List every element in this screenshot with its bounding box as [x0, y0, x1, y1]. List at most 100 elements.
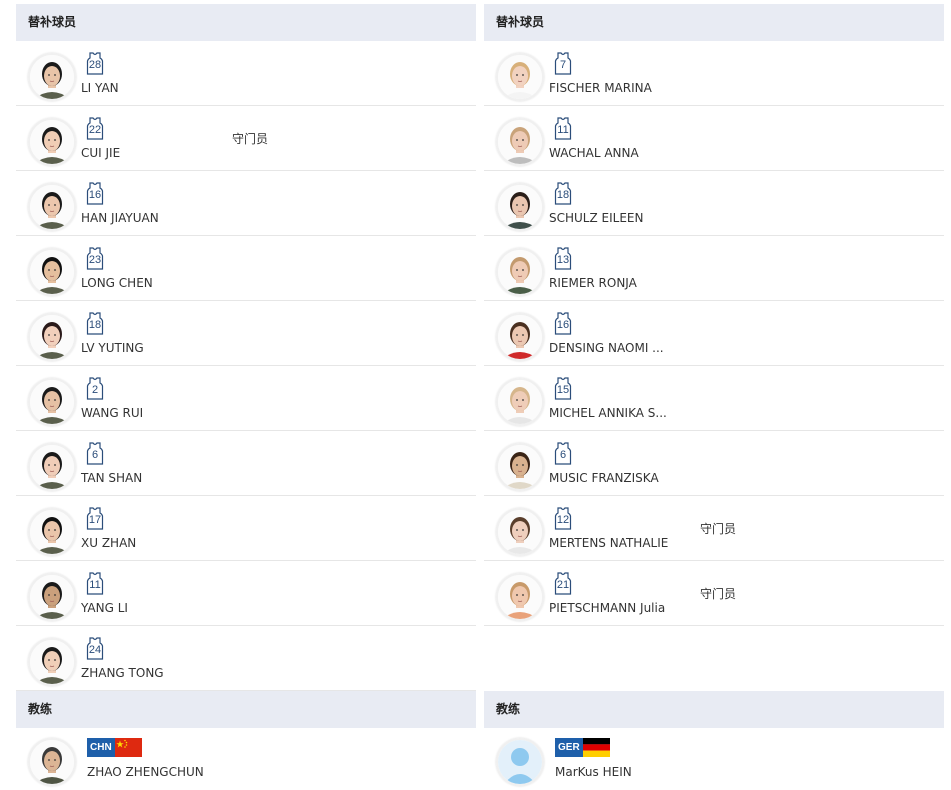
player-row[interactable]: 6 TAN SHAN [16, 431, 476, 496]
home-team-column: 替补球员 28 LI YAN 22 CUI JIE 守门员 16 HAN JIAYUAN 23… [16, 4, 476, 790]
player-name[interactable]: LONG CHEN [81, 276, 153, 290]
avatar[interactable] [28, 378, 76, 426]
avatar[interactable] [28, 573, 76, 621]
jersey-number: 18 [556, 189, 570, 201]
player-row[interactable]: 12 MERTENS NATHALIE 守门员 [484, 496, 944, 561]
avatar[interactable] [496, 573, 544, 621]
player-row[interactable]: 16 HAN JIAYUAN [16, 171, 476, 236]
coach-row[interactable]: CHN ZHAO ZHENGCHUN [16, 728, 476, 790]
player-name[interactable]: MICHEL ANNIKA S... [549, 406, 667, 420]
avatar[interactable] [496, 53, 544, 101]
country-badge: GER [555, 738, 610, 757]
avatar[interactable] [496, 738, 544, 786]
player-name[interactable]: RIEMER RONJA [549, 276, 637, 290]
jersey-icon: 18 [553, 182, 573, 205]
player-row[interactable]: 22 CUI JIE 守门员 [16, 106, 476, 171]
jersey-icon: 21 [553, 572, 573, 595]
avatar[interactable] [28, 638, 76, 686]
jersey-number: 24 [88, 644, 102, 656]
player-name[interactable]: DENSING NAOMI ... [549, 341, 664, 355]
player-row[interactable]: 18 SCHULZ EILEEN [484, 171, 944, 236]
jersey-number: 21 [556, 579, 570, 591]
jersey-icon: 7 [553, 52, 573, 75]
jersey-number: 7 [559, 59, 567, 71]
avatar[interactable] [28, 313, 76, 361]
coach-name[interactable]: ZHAO ZHENGCHUN [87, 765, 204, 779]
player-row[interactable]: 13 RIEMER RONJA [484, 236, 944, 301]
jersey-icon: 13 [553, 247, 573, 270]
player-name[interactable]: WANG RUI [81, 406, 144, 420]
avatar[interactable] [28, 248, 76, 296]
jersey-icon: 16 [553, 312, 573, 335]
player-row[interactable]: 2 WANG RUI [16, 366, 476, 431]
jersey-number: 28 [88, 59, 102, 71]
player-row[interactable]: 17 XU ZHAN [16, 496, 476, 561]
substitutes-list: 7 FISCHER MARINA 11 WACHAL ANNA 18 SCHULZ EIL… [484, 41, 944, 626]
player-row[interactable]: 18 LV YUTING [16, 301, 476, 366]
jersey-icon: 18 [85, 312, 105, 335]
subs-header: 替补球员 [484, 4, 944, 41]
player-name[interactable]: LV YUTING [81, 341, 144, 355]
coach-header: 教练 [484, 691, 944, 728]
avatar[interactable] [496, 378, 544, 426]
avatar[interactable] [496, 508, 544, 556]
player-name[interactable]: PIETSCHMANN Julia [549, 601, 666, 615]
coach-name[interactable]: MarKus HEIN [555, 765, 632, 779]
player-name[interactable]: TAN SHAN [81, 471, 143, 485]
jersey-icon: 23 [85, 247, 105, 270]
player-role: 守门员 [700, 587, 737, 601]
avatar[interactable] [28, 183, 76, 231]
player-name[interactable]: SCHULZ EILEEN [549, 211, 644, 225]
jersey-number: 11 [89, 579, 101, 591]
player-row[interactable]: 23 LONG CHEN [16, 236, 476, 301]
player-role: 守门员 [232, 132, 269, 146]
jersey-number: 17 [88, 514, 102, 526]
player-name[interactable]: FISCHER MARINA [549, 81, 652, 95]
coach-row[interactable]: GER MarKus HEIN [484, 728, 944, 790]
jersey-icon: 11 [553, 117, 573, 140]
player-name[interactable]: CUI JIE [81, 146, 121, 160]
jersey-icon: 6 [553, 442, 573, 465]
player-row[interactable]: 11 YANG LI [16, 561, 476, 626]
player-row[interactable]: 28 LI YAN [16, 41, 476, 106]
jersey-number: 6 [91, 449, 99, 461]
avatar[interactable] [28, 118, 76, 166]
jersey-icon: 6 [85, 442, 105, 465]
player-row[interactable]: 21 PIETSCHMANN Julia 守门员 [484, 561, 944, 626]
player-name[interactable]: LI YAN [81, 81, 119, 95]
player-name[interactable]: WACHAL ANNA [549, 146, 639, 160]
avatar[interactable] [496, 118, 544, 166]
player-row[interactable]: 15 MICHEL ANNIKA S... [484, 366, 944, 431]
player-row[interactable]: 11 WACHAL ANNA [484, 106, 944, 171]
avatar[interactable] [28, 53, 76, 101]
germany-flag-icon [582, 738, 610, 757]
coach-header: 教练 [16, 691, 476, 728]
player-name[interactable]: MERTENS NATHALIE [549, 536, 669, 550]
jersey-icon: 2 [85, 377, 105, 400]
player-name[interactable]: YANG LI [81, 601, 128, 615]
player-row[interactable]: 16 DENSING NAOMI ... [484, 301, 944, 366]
avatar[interactable] [28, 738, 76, 786]
player-name[interactable]: ZHANG TONG [81, 666, 164, 680]
substitutes-list: 28 LI YAN 22 CUI JIE 守门员 16 HAN JIAYUAN 23 LONG … [16, 41, 476, 691]
player-name[interactable]: HAN JIAYUAN [81, 211, 159, 225]
avatar[interactable] [28, 508, 76, 556]
player-name[interactable]: XU ZHAN [81, 536, 137, 550]
player-row[interactable]: 7 FISCHER MARINA [484, 41, 944, 106]
player-row[interactable]: 6 MUSIC FRANZISKA [484, 431, 944, 496]
jersey-icon: 28 [85, 52, 105, 75]
player-name[interactable]: MUSIC FRANZISKA [549, 471, 659, 485]
jersey-icon: 12 [553, 507, 573, 530]
country-badge: CHN [87, 738, 142, 757]
jersey-number: 16 [88, 189, 102, 201]
player-row[interactable]: 24 ZHANG TONG [16, 626, 476, 691]
jersey-number: 13 [556, 254, 570, 266]
list-spacer [484, 626, 944, 691]
china-flag-icon [114, 738, 142, 757]
avatar[interactable] [496, 313, 544, 361]
avatar[interactable] [496, 443, 544, 491]
jersey-icon: 24 [85, 637, 105, 660]
avatar[interactable] [496, 248, 544, 296]
avatar[interactable] [496, 183, 544, 231]
avatar[interactable] [28, 443, 76, 491]
